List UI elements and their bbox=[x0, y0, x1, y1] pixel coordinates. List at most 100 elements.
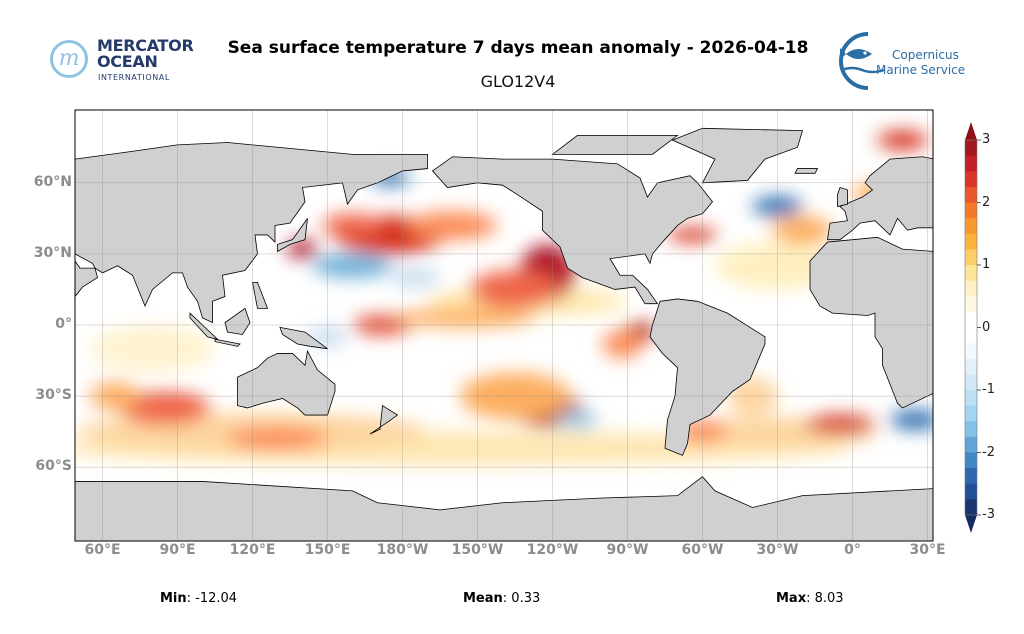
x-tick-label: 180°W bbox=[376, 542, 429, 558]
land-europe bbox=[827, 156, 933, 241]
colorbar-bin bbox=[965, 468, 977, 485]
anomaly-patch bbox=[90, 325, 215, 373]
colorbar-bin bbox=[965, 343, 977, 360]
anomaly-patch bbox=[772, 215, 833, 245]
x-tick-label: 90°W bbox=[606, 542, 649, 558]
fish-emblem-icon bbox=[839, 32, 885, 90]
anomaly-patch bbox=[470, 270, 560, 309]
anomaly-patch bbox=[667, 227, 718, 243]
x-tick-label: 30°W bbox=[756, 542, 799, 558]
x-tick-label: 120°W bbox=[526, 542, 579, 558]
mercator-logo-text: OCEAN bbox=[97, 52, 158, 71]
x-tick-label: 150°W bbox=[451, 542, 504, 558]
colorbar-bin bbox=[965, 374, 977, 391]
x-tick-label: 150°E bbox=[304, 542, 351, 558]
colorbar-tick-label: -3 bbox=[982, 507, 995, 522]
gridlines bbox=[75, 110, 933, 541]
colorbar bbox=[964, 122, 981, 533]
x-tick-label: 60°W bbox=[681, 542, 724, 558]
colorbar-bin bbox=[965, 233, 977, 250]
colorbar-tick-label: 2 bbox=[982, 194, 991, 210]
colorbar-tick-label: -1 bbox=[982, 382, 995, 397]
x-tick-label: 60°E bbox=[84, 542, 121, 558]
anomaly-patch bbox=[407, 211, 498, 240]
colorbar-bin bbox=[965, 452, 977, 469]
anomaly-patch bbox=[390, 268, 440, 288]
stat-min: Min: -12.04 bbox=[160, 591, 238, 606]
stat-mean-label: Mean bbox=[463, 591, 503, 606]
land-britain bbox=[837, 187, 848, 208]
anomaly-patch bbox=[120, 391, 210, 425]
colorbar-bin bbox=[965, 186, 977, 203]
colorbar-over-arrow bbox=[965, 122, 977, 140]
mercator-logo-text: MERCATOR bbox=[97, 36, 194, 55]
x-tick-label: 30°E bbox=[909, 542, 946, 558]
chart-subtitle: GLO12V4 bbox=[480, 72, 556, 91]
colorbar-tick-label: 3 bbox=[982, 132, 991, 147]
y-tick-label: 30°S bbox=[35, 387, 72, 404]
anomaly-patch bbox=[227, 426, 328, 451]
land-japan bbox=[277, 218, 308, 253]
copernicus-logo-text: Copernicus bbox=[892, 48, 959, 62]
land-australia bbox=[237, 349, 336, 416]
land-greenland bbox=[671, 127, 804, 184]
chart-title: Sea surface temperature 7 days mean anom… bbox=[227, 38, 809, 58]
colorbar-bin bbox=[965, 218, 977, 235]
land-arabia bbox=[75, 253, 98, 298]
land-iceland bbox=[794, 168, 819, 174]
land-new-zealand bbox=[369, 404, 399, 435]
stat-min-label: Min bbox=[160, 591, 187, 606]
x-tick-label: 90°E bbox=[159, 542, 196, 558]
stat-max: Max: 8.03 bbox=[776, 591, 844, 606]
stat-mean: Mean: 0.33 bbox=[463, 591, 541, 606]
colorbar-tick-label: -2 bbox=[982, 444, 995, 460]
mercator-logo-text: INTERNATIONAL bbox=[98, 73, 170, 82]
colorbar-bin bbox=[965, 421, 977, 438]
colorbar-bin bbox=[965, 358, 977, 375]
y-tick-label: 60°S bbox=[35, 458, 72, 475]
land-sumatra bbox=[189, 312, 219, 340]
anomaly-patch bbox=[877, 130, 928, 150]
land-new-guinea bbox=[279, 326, 328, 350]
colorbar-bin bbox=[965, 483, 977, 500]
copernicus-marine-logo: Copernicus Marine Service bbox=[832, 30, 992, 92]
colorbar-bin bbox=[965, 296, 977, 313]
anomaly-patch bbox=[557, 410, 598, 430]
colorbar-bin bbox=[965, 249, 977, 266]
anomaly-patch bbox=[312, 253, 393, 278]
anomaly-patch bbox=[602, 329, 643, 359]
y-tick-label: 30°N bbox=[33, 244, 72, 261]
land-java bbox=[214, 338, 241, 347]
land-south-america bbox=[649, 298, 766, 456]
land-borneo bbox=[224, 307, 251, 335]
plot-frame bbox=[74, 109, 934, 542]
colorbar-bin bbox=[965, 499, 977, 516]
colorbar-bin bbox=[965, 155, 977, 172]
colorbar-bin bbox=[965, 280, 977, 297]
anomaly-patch bbox=[805, 415, 875, 435]
colorbar-tick-label: 1 bbox=[982, 257, 991, 272]
colorbar-bin bbox=[965, 265, 977, 282]
colorbar-tick-label: 0 bbox=[982, 319, 991, 335]
y-tick-label: 0° bbox=[55, 316, 72, 332]
stat-mean-value: 0.33 bbox=[511, 591, 541, 606]
anomaly-patch bbox=[890, 410, 933, 430]
colorbar-bin bbox=[965, 171, 977, 188]
x-tick-label: 120°E bbox=[229, 542, 276, 558]
colorbar-bin bbox=[965, 390, 977, 407]
anomaly-patch bbox=[395, 308, 535, 328]
land-mask bbox=[75, 127, 933, 541]
colorbar-bin bbox=[965, 405, 977, 422]
anomaly-patch bbox=[322, 213, 383, 238]
colorbar-bin bbox=[965, 327, 977, 344]
land-africa bbox=[809, 236, 933, 409]
land-philippines bbox=[252, 281, 269, 309]
colorbar-bin bbox=[965, 436, 977, 453]
colorbar-under-arrow bbox=[965, 515, 977, 533]
stat-max-label: Max bbox=[776, 591, 807, 606]
x-tick-label: 0° bbox=[844, 542, 861, 558]
stat-max-value: 8.03 bbox=[814, 591, 844, 606]
stat-min-value: -12.04 bbox=[195, 591, 238, 606]
colorbar-bin bbox=[965, 140, 977, 157]
